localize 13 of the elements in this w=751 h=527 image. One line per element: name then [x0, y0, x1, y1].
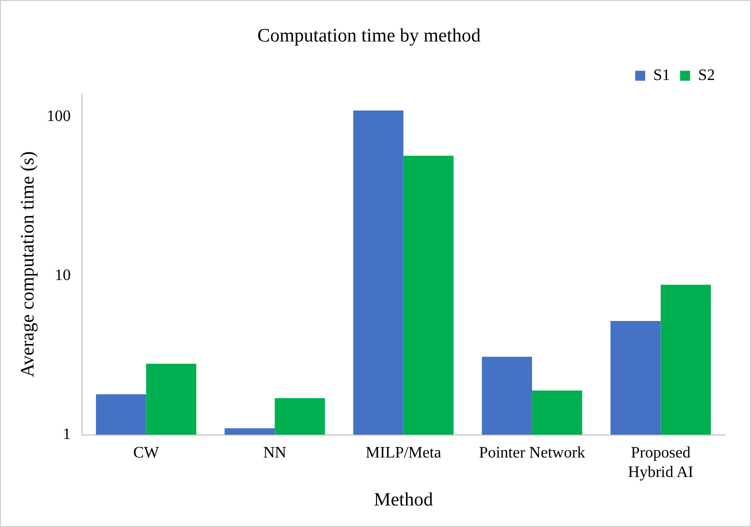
y-axis-title: Average computation time (s) — [17, 151, 38, 378]
x-tick-label: Pointer Network — [478, 444, 586, 462]
y-tick-label: 10 — [54, 267, 71, 284]
x-tick-label: NN — [263, 444, 287, 462]
legend-label: S1 — [653, 67, 670, 84]
x-tick-label: MILP/Meta — [366, 444, 442, 462]
x-tick-label: Proposed Hybrid AI — [628, 444, 694, 481]
x-axis-title: Method — [374, 490, 434, 511]
chart-title: Computation time by method — [257, 25, 482, 46]
y-tick-label: 100 — [46, 108, 71, 126]
y-tick-label: 1 — [62, 426, 71, 444]
legend-label: S2 — [698, 67, 716, 84]
x-tick-label: CW — [133, 444, 160, 462]
